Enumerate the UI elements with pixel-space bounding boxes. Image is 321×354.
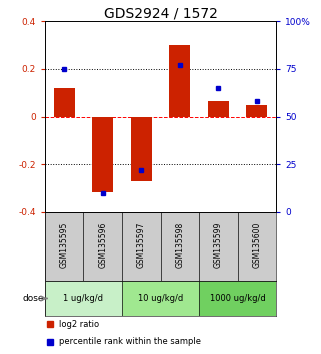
- Bar: [83, 212, 122, 281]
- Text: GSM135598: GSM135598: [175, 222, 184, 268]
- Bar: [246, 105, 267, 116]
- Bar: [169, 45, 190, 116]
- Text: 10 ug/kg/d: 10 ug/kg/d: [138, 294, 183, 303]
- Bar: [45, 281, 122, 316]
- Text: 1000 ug/kg/d: 1000 ug/kg/d: [210, 294, 265, 303]
- Bar: [238, 212, 276, 281]
- Bar: [199, 212, 238, 281]
- Bar: [131, 116, 152, 181]
- Title: GDS2924 / 1572: GDS2924 / 1572: [104, 6, 217, 20]
- Bar: [160, 212, 199, 281]
- Text: percentile rank within the sample: percentile rank within the sample: [59, 337, 201, 346]
- Text: 1 ug/kg/d: 1 ug/kg/d: [64, 294, 103, 303]
- Bar: [122, 212, 160, 281]
- Bar: [45, 212, 83, 281]
- Text: GSM135596: GSM135596: [98, 222, 107, 268]
- Bar: [208, 101, 229, 116]
- Text: GSM135599: GSM135599: [214, 222, 223, 268]
- Text: GSM135595: GSM135595: [60, 222, 69, 268]
- Text: GSM135600: GSM135600: [252, 222, 261, 268]
- Bar: [92, 116, 113, 192]
- Text: log2 ratio: log2 ratio: [59, 320, 99, 329]
- Bar: [54, 88, 75, 116]
- Text: GSM135597: GSM135597: [137, 222, 146, 268]
- Text: dose: dose: [22, 294, 44, 303]
- Bar: [199, 281, 276, 316]
- Bar: [122, 281, 199, 316]
